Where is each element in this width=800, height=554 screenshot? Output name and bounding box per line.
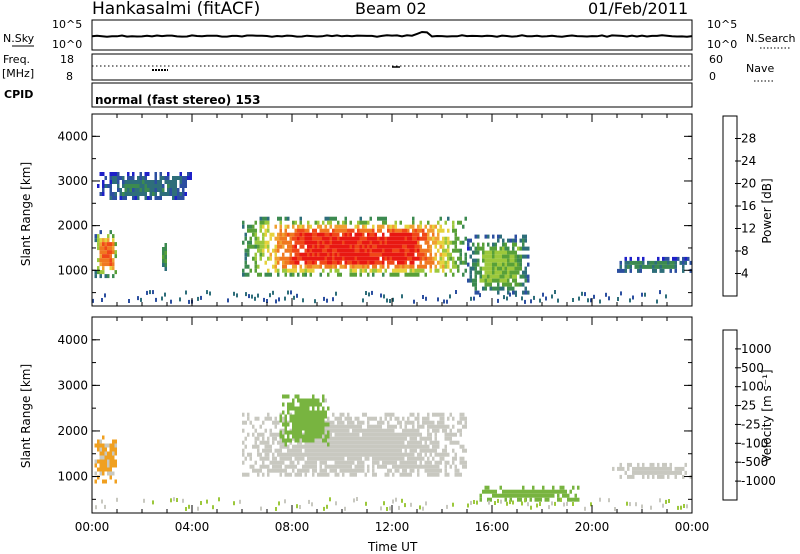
noise-tick-left-bottom: 10^0 bbox=[52, 38, 82, 51]
nsky-label: N.Sky bbox=[3, 32, 35, 45]
date-title: 01/Feb/2011 bbox=[588, 0, 688, 18]
nave-label: Nave bbox=[746, 62, 774, 75]
power-colorbar: 28 24 20 16 12 8 4 bbox=[722, 115, 756, 297]
power-panel: 4000 3000 2000 1000 Slant Range [km] bbox=[19, 113, 693, 307]
station-title: Hankasalmi (fitACF) bbox=[92, 0, 260, 19]
noise-trace bbox=[91, 30, 693, 38]
velocity-colorbar-frame bbox=[722, 329, 738, 501]
cpid-text: normal (fast stereo) 153 bbox=[95, 93, 261, 107]
freq-tick-bottom: 8 bbox=[66, 70, 73, 83]
freq-nave-panel: Freq. [MHz] 18 8 60 0 Nave bbox=[2, 53, 774, 83]
power-ground-scatter bbox=[92, 290, 667, 304]
power-colorbar-tick-label: 12 bbox=[741, 222, 756, 236]
power-ytick-label: 4000 bbox=[57, 129, 88, 143]
power-ylabel: Slant Range [km] bbox=[19, 162, 33, 266]
nave-tick-bottom: 0 bbox=[709, 70, 716, 83]
noise-tick-right-top: 10^5 bbox=[707, 18, 737, 31]
velocity-colorbar-tick-label: 100 bbox=[741, 380, 764, 394]
velocity-region bbox=[279, 394, 330, 447]
power-colorbar-frame bbox=[722, 115, 738, 297]
velocity-panel: 00:00 04:00 08:00 12:00 16:00 20:00 00:00 4000 3… bbox=[19, 316, 709, 554]
power-axes: 4000 3000 2000 1000 bbox=[57, 114, 693, 306]
velocity-colorbar-tick-label: -25 bbox=[741, 417, 761, 431]
time-tick-label: 00:00 bbox=[675, 520, 710, 534]
cpid-label: CPID bbox=[4, 88, 33, 101]
noise-tick-left-top: 10^5 bbox=[52, 18, 82, 31]
power-region bbox=[467, 234, 530, 295]
velocity-colorbar-tick-label: -1000 bbox=[741, 474, 776, 488]
velocity-axes: 00:00 04:00 08:00 12:00 16:00 20:00 00:00 4000 3… bbox=[57, 317, 709, 534]
power-region bbox=[94, 230, 117, 279]
velocity-colorbar-tick-label: -100 bbox=[741, 436, 768, 450]
power-colorbar-tick-label: 8 bbox=[741, 244, 749, 258]
power-colorbar-tick-label: 4 bbox=[741, 267, 749, 281]
velocity-colorbar-label: Velocity [m s⁻¹] bbox=[760, 369, 774, 462]
power-colorbar-tick-label: 20 bbox=[741, 177, 756, 191]
velocity-colorbar-tick-label: 25 bbox=[741, 399, 756, 413]
velocity-ground-scatter bbox=[95, 497, 688, 511]
freq-tick-top: 18 bbox=[60, 53, 74, 66]
velocity-region bbox=[242, 412, 467, 477]
power-region bbox=[617, 256, 692, 273]
time-tick-label: 12:00 bbox=[375, 520, 410, 534]
power-region bbox=[97, 172, 192, 200]
time-tick-label: 20:00 bbox=[575, 520, 610, 534]
velocity-region bbox=[479, 485, 580, 502]
noise-panel: N.Sky 10^5 10^0 10^5 10^0 N.Search bbox=[3, 18, 796, 51]
velocity-ytick-label: 2000 bbox=[57, 424, 88, 438]
power-ytick-label: 3000 bbox=[57, 174, 88, 188]
velocity-region bbox=[612, 462, 692, 479]
velocity-region bbox=[94, 435, 117, 484]
freq-label: Freq. bbox=[3, 53, 30, 66]
time-tick-label: 04:00 bbox=[175, 520, 210, 534]
velocity-ytick-label: 4000 bbox=[57, 333, 88, 347]
power-region bbox=[242, 216, 467, 277]
time-tick-label: 08:00 bbox=[275, 520, 310, 534]
velocity-colorbar-tick-label: 1000 bbox=[741, 342, 772, 356]
power-ytick-label: 2000 bbox=[57, 219, 88, 233]
power-ytick-label: 1000 bbox=[57, 263, 88, 277]
velocity-colorbar-tick-label: 500 bbox=[741, 361, 764, 375]
power-colorbar-tick-label: 16 bbox=[741, 199, 756, 213]
velocity-ylabel: Slant Range [km] bbox=[19, 364, 33, 468]
power-region bbox=[162, 243, 167, 271]
velocity-colorbar: 1000 500 100 25 -25 -100 -500 -1000 bbox=[722, 329, 776, 501]
power-colorbar-tick-label: 28 bbox=[741, 132, 756, 146]
power-colorbar-label: Power [dB] bbox=[760, 178, 774, 243]
time-tick-label: 00:00 bbox=[75, 520, 110, 534]
power-colorbar-tick-label: 24 bbox=[741, 154, 756, 168]
nsearch-label: N.Search bbox=[746, 32, 796, 45]
nave-tick-top: 60 bbox=[709, 53, 723, 66]
cpid-panel: CPID normal (fast stereo) 153 bbox=[4, 82, 693, 108]
velocity-data bbox=[94, 394, 692, 511]
freq-unit-label: [MHz] bbox=[2, 67, 34, 80]
velocity-ytick-label: 1000 bbox=[57, 470, 88, 484]
beam-title: Beam 02 bbox=[355, 0, 427, 18]
velocity-ytick-label: 3000 bbox=[57, 378, 88, 392]
time-tick-label: 16:00 bbox=[475, 520, 510, 534]
velocity-colorbar-tick-label: -500 bbox=[741, 455, 768, 469]
noise-tick-right-bottom: 10^0 bbox=[707, 38, 737, 51]
time-axis-label: Time UT bbox=[367, 540, 418, 554]
power-data bbox=[92, 172, 692, 304]
